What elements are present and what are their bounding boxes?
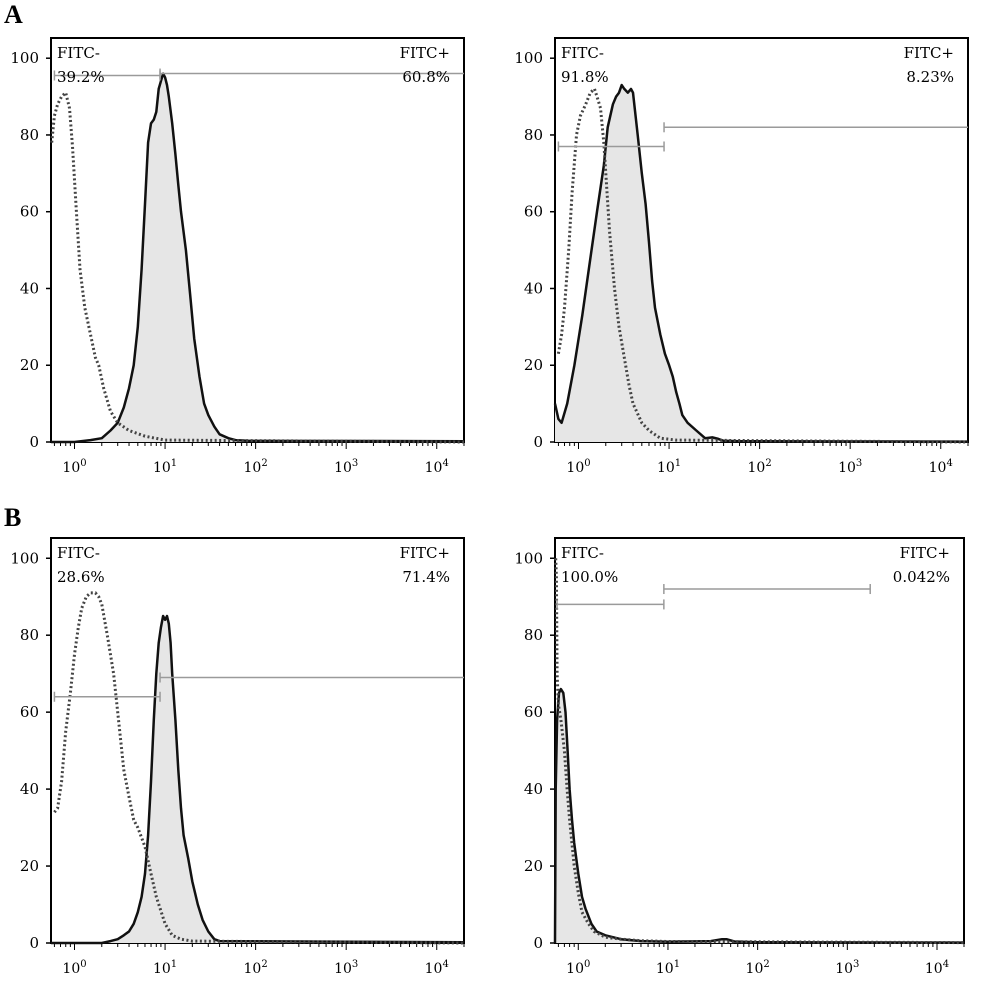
plot-frame — [50, 537, 465, 944]
histogram-fill — [51, 616, 464, 943]
x-tick-label: 100 — [566, 458, 590, 476]
histogram-solid-line — [51, 72, 465, 444]
y-tick-label: 80 — [20, 126, 39, 144]
gate-label-fitc-negative: FITC- — [57, 544, 100, 562]
gate-percent-fitc-positive: 71.4% — [402, 568, 450, 586]
x-tick-label: 104 — [425, 959, 449, 977]
y-tick-label: 20 — [20, 857, 39, 875]
histogram-panel-2: 0 20 40 60 80 100 100 101 102 103 104 FITC- 91.8% FIT… — [514, 37, 969, 476]
gate-label-fitc-positive: FITC+ — [400, 544, 450, 562]
histogram-fill — [555, 689, 964, 943]
histogram-fill — [51, 73, 464, 442]
x-tick-label: 102 — [746, 959, 770, 977]
gate-percent-fitc-positive: 8.23% — [906, 68, 954, 86]
y-tick-label: 40 — [20, 780, 39, 798]
y-tick-label: 60 — [524, 703, 543, 721]
y-tick-label: 60 — [20, 203, 39, 221]
y-tick-label: 0 — [533, 433, 543, 451]
gate-percent-fitc-positive: 0.042% — [893, 568, 950, 586]
y-tick-label: 20 — [20, 356, 39, 374]
x-tick-label: 101 — [153, 458, 177, 476]
histogram-solid-line — [51, 614, 465, 945]
gate-label-fitc-negative: FITC- — [561, 44, 604, 62]
y-tick-label: 80 — [524, 126, 543, 144]
y-tick-label: 0 — [29, 934, 39, 952]
x-tick-label: 104 — [929, 458, 953, 476]
gate-percent-fitc-positive: 60.8% — [402, 68, 450, 86]
gate-label-fitc-negative: FITC- — [561, 544, 604, 562]
x-tick-label: 101 — [153, 959, 177, 977]
x-tick-label: 103 — [334, 959, 358, 977]
histogram-dotted-line — [50, 89, 465, 444]
y-tick-label: 40 — [524, 279, 543, 297]
x-tick-label: 102 — [244, 959, 268, 977]
section-label-b: B — [4, 503, 22, 532]
y-tick-label: 40 — [524, 780, 543, 798]
histogram-dotted-line — [554, 558, 965, 945]
histogram-solid-line — [553, 687, 965, 944]
x-tick-label: 103 — [838, 458, 862, 476]
histogram-panel-1: 0 20 40 60 80 100 100 101 102 103 104 FITC- 39.2% FIT… — [10, 37, 465, 476]
x-tick-label: 100 — [62, 959, 86, 977]
y-tick-label: 40 — [20, 279, 39, 297]
y-tick-label: 80 — [524, 626, 543, 644]
gate-percent-fitc-negative: 100.0% — [561, 568, 618, 586]
x-tick-label: 103 — [334, 458, 358, 476]
y-tick-label: 0 — [533, 934, 543, 952]
y-tick-label: 100 — [514, 49, 543, 67]
x-tick-label: 102 — [748, 458, 772, 476]
plot-frame — [50, 37, 465, 443]
x-tick-label: 101 — [657, 458, 681, 476]
histogram-dotted-line — [53, 591, 465, 945]
x-tick-label: 104 — [425, 458, 449, 476]
gate-percent-fitc-negative: 28.6% — [57, 568, 105, 586]
y-tick-label: 20 — [524, 356, 543, 374]
gate-label-fitc-positive: FITC+ — [900, 544, 950, 562]
x-tick-label: 104 — [925, 959, 949, 977]
x-tick-label: 100 — [566, 959, 590, 977]
y-tick-label: 80 — [20, 626, 39, 644]
x-tick-label: 100 — [62, 458, 86, 476]
y-tick-label: 100 — [10, 49, 39, 67]
y-tick-label: 100 — [10, 549, 39, 567]
y-tick-label: 0 — [29, 433, 39, 451]
gate-label-fitc-negative: FITC- — [57, 44, 100, 62]
y-tick-label: 100 — [514, 549, 543, 567]
y-tick-label: 20 — [524, 857, 543, 875]
histogram-dotted-line — [556, 86, 969, 444]
y-tick-label: 60 — [524, 203, 543, 221]
section-label-a: A — [4, 0, 23, 29]
histogram-fill — [555, 85, 968, 442]
histogram-panel-4: 0 20 40 60 80 100 100 101 102 103 104 FITC- 100.0% FI… — [514, 537, 965, 977]
gate-label-fitc-positive: FITC+ — [400, 44, 450, 62]
gate-percent-fitc-negative: 91.8% — [561, 68, 609, 86]
x-tick-label: 101 — [656, 959, 680, 977]
x-tick-label: 102 — [244, 458, 268, 476]
gate-percent-fitc-negative: 39.2% — [57, 68, 105, 86]
histogram-solid-line — [553, 83, 969, 443]
plot-frame — [554, 537, 965, 944]
histogram-panel-3: 0 20 40 60 80 100 100 101 102 103 104 FITC- 28.6% FIT… — [10, 537, 465, 977]
gate-label-fitc-positive: FITC+ — [904, 44, 954, 62]
x-tick-label: 103 — [835, 959, 859, 977]
y-tick-label: 60 — [20, 703, 39, 721]
